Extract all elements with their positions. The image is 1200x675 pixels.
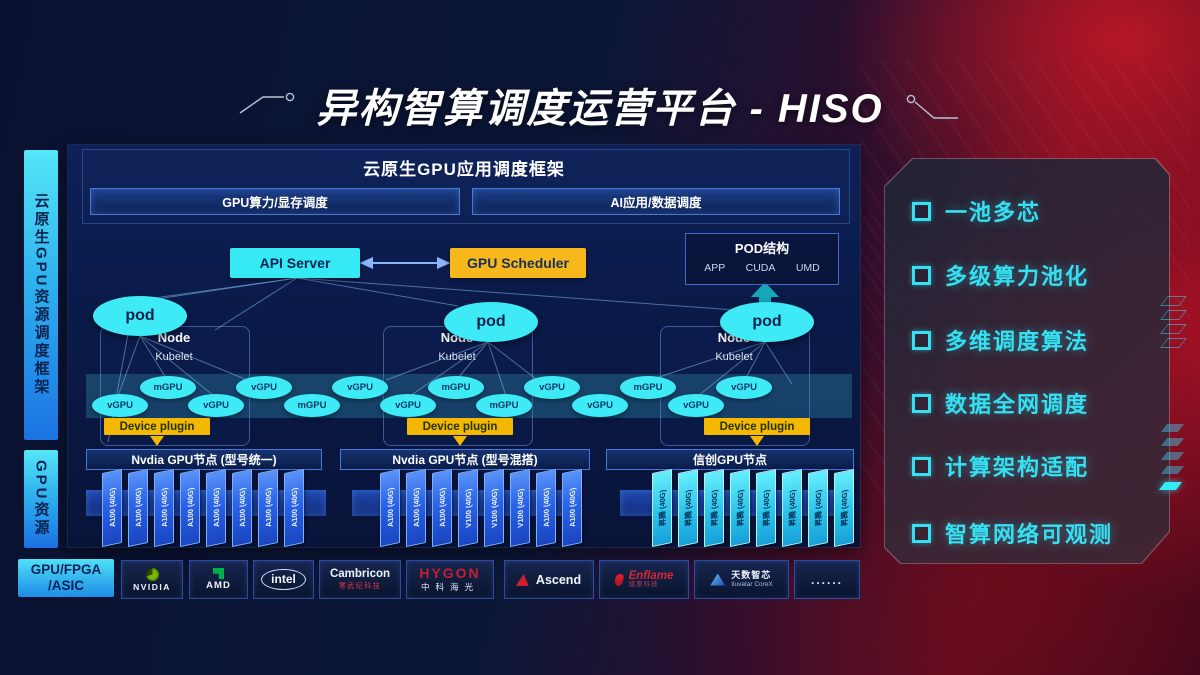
gpu-card: V100 (40G) xyxy=(458,468,478,548)
gpu-card: A100 (40G) xyxy=(562,468,582,548)
pod-ellipse-1: pod xyxy=(93,296,187,336)
sidebar-label-gpu-resource: GPU资源 xyxy=(24,450,58,548)
page-title: 异构智算调度运营平台 - HISO xyxy=(316,87,884,131)
square-bullet-icon xyxy=(912,456,931,476)
device-plugin-arrow-1 xyxy=(150,436,164,446)
device-plugin-3: Device plugin xyxy=(704,418,810,435)
square-bullet-icon xyxy=(912,201,931,221)
gpu-ellipse-1: vGPU xyxy=(92,394,148,417)
api-server-box: API Server xyxy=(230,248,360,278)
gpu-card-group-2: A100 (40G) A100 (40G) A100 (40G) V100 (4… xyxy=(380,468,582,548)
gpu-card: A100 (40G) xyxy=(154,468,174,548)
gpu-card: A100 (40G) xyxy=(128,468,148,548)
gpu-card: 昇腾 (40G) xyxy=(782,468,802,548)
node-type-bar-3: 信创GPU节点 xyxy=(606,449,854,470)
gpu-ellipse-4: vGPU xyxy=(236,376,292,399)
sched-bar-gpu-compute: GPU算力/显存调度 xyxy=(90,188,460,215)
gpu-card: A100 (40G) xyxy=(232,468,252,548)
device-plugin-arrow-2 xyxy=(453,436,467,446)
device-plugin-1: Device plugin xyxy=(104,418,210,435)
gpu-card-group-1: A100 (40G) A100 (40G) A100 (40G) A100 (4… xyxy=(102,468,304,548)
gpu-ellipse-7: vGPU xyxy=(380,394,436,417)
gpu-ellipse-8: mGPU xyxy=(428,376,484,399)
hardware-label: GPU/FPGA /ASIC xyxy=(18,559,114,597)
gpu-card: A100 (40G) xyxy=(102,468,122,548)
pod-layer-cuda: CUDA xyxy=(745,262,776,274)
gpu-card: V100 (40G) xyxy=(510,468,530,548)
feature-item-2: 多级算力池化 xyxy=(912,260,1089,290)
vendor-ascend: Ascend xyxy=(504,560,594,599)
gpu-card: A100 (40G) xyxy=(380,468,400,548)
gpu-card: 昇腾 (40G) xyxy=(730,468,750,548)
nvidia-logo-icon xyxy=(145,567,159,581)
kubelet-label-1: Kubelet xyxy=(155,351,193,363)
vendor-iluvatar: 天数智芯 Iluvatar CoreX xyxy=(694,560,789,599)
iluvatar-logo-icon xyxy=(710,573,726,586)
gpu-card: V100 (40G) xyxy=(484,468,504,548)
node-type-bar-1: Nvdia GPU节点 (型号统一) xyxy=(86,449,322,470)
gpu-card: A100 (40G) xyxy=(284,468,304,548)
device-plugin-2: Device plugin xyxy=(407,418,513,435)
vendor-more: ...... xyxy=(794,560,860,599)
gpu-card: 昇腾 (40G) xyxy=(756,468,776,548)
vendor-amd: AMD xyxy=(189,560,248,599)
gpu-ellipse-14: vGPU xyxy=(716,376,772,399)
sched-bar-ai-data: AI应用/数据调度 xyxy=(472,188,840,215)
gpu-card: 昇腾 (40G) xyxy=(834,468,854,548)
vendor-nvidia: NVIDIA xyxy=(121,560,183,599)
pod-ellipse-2: pod xyxy=(444,302,538,342)
features-panel xyxy=(885,159,1169,563)
gpu-card: A100 (40G) xyxy=(206,468,226,548)
gpu-card: 昇腾 (40G) xyxy=(704,468,724,548)
feature-item-3: 多维调度算法 xyxy=(912,325,1089,355)
gpu-card: 昇腾 (40G) xyxy=(808,468,828,548)
gpu-ellipse-9: mGPU xyxy=(476,394,532,417)
gpu-card: A100 (40G) xyxy=(258,468,278,548)
vendor-enflame: Enflame 燧原科技 xyxy=(599,560,689,599)
amd-logo-icon xyxy=(213,568,224,579)
feature-item-4: 数据全网调度 xyxy=(912,388,1089,418)
square-bullet-icon xyxy=(912,265,931,285)
enflame-logo-icon xyxy=(613,572,624,587)
gpu-ellipse-6: vGPU xyxy=(332,376,388,399)
pod-layer-umd: UMD xyxy=(795,262,820,274)
gpu-card: A100 (40G) xyxy=(406,468,426,548)
gpu-ellipse-3: vGPU xyxy=(188,394,244,417)
gpu-scheduler-box: GPU Scheduler xyxy=(450,248,586,278)
intel-logo-icon: intel xyxy=(261,569,306,590)
gpu-card: A100 (40G) xyxy=(536,468,556,548)
gpu-ellipse-13: vGPU xyxy=(668,394,724,417)
gpu-card: A100 (40G) xyxy=(180,468,200,548)
pod-structure-title: POD结构 xyxy=(734,241,790,256)
gpu-ellipse-11: vGPU xyxy=(572,394,628,417)
gpu-card: A100 (40G) xyxy=(432,468,452,548)
square-bullet-icon xyxy=(912,523,931,543)
gpu-card: 昇腾 (40G) xyxy=(652,468,672,548)
gpu-ellipse-2: mGPU xyxy=(140,376,196,399)
kubelet-label-3: Kubelet xyxy=(715,351,753,363)
square-bullet-icon xyxy=(912,330,931,350)
vendor-cambricon: Cambricon 寒武纪科技 xyxy=(319,560,401,599)
gpu-card: 昇腾 (40G) xyxy=(678,468,698,548)
gpu-ellipse-12: mGPU xyxy=(620,376,676,399)
gpu-ellipse-10: vGPU xyxy=(524,376,580,399)
framework-header: 云原生GPU应用调度框架 xyxy=(363,160,565,179)
kubelet-label-2: Kubelet xyxy=(438,351,476,363)
square-bullet-icon xyxy=(912,393,931,413)
feature-item-5: 计算架构适配 xyxy=(912,451,1089,481)
gpu-ellipse-5: mGPU xyxy=(284,394,340,417)
pod-layer-app: APP xyxy=(704,262,726,274)
feature-item-1: 一池多芯 xyxy=(912,196,1041,226)
ascend-logo-icon xyxy=(516,574,532,586)
feature-item-6: 智算网络可观测 xyxy=(912,518,1113,548)
node-type-bar-2: Nvdia GPU节点 (型号混搭) xyxy=(340,449,590,470)
sidebar-label-cloud-native: 云原生GPU资源调度框架 xyxy=(24,150,58,440)
pod-structure-box: POD结构 APP CUDA UMD xyxy=(685,233,839,285)
pod-ellipse-3: pod xyxy=(720,302,814,342)
vendor-hygon: HYGON 中科海光 xyxy=(406,560,494,599)
device-plugin-arrow-3 xyxy=(750,436,764,446)
vendor-intel: intel xyxy=(253,560,314,599)
gpu-card-group-3: 昇腾 (40G) 昇腾 (40G) 昇腾 (40G) 昇腾 (40G) 昇腾 (… xyxy=(652,468,854,548)
